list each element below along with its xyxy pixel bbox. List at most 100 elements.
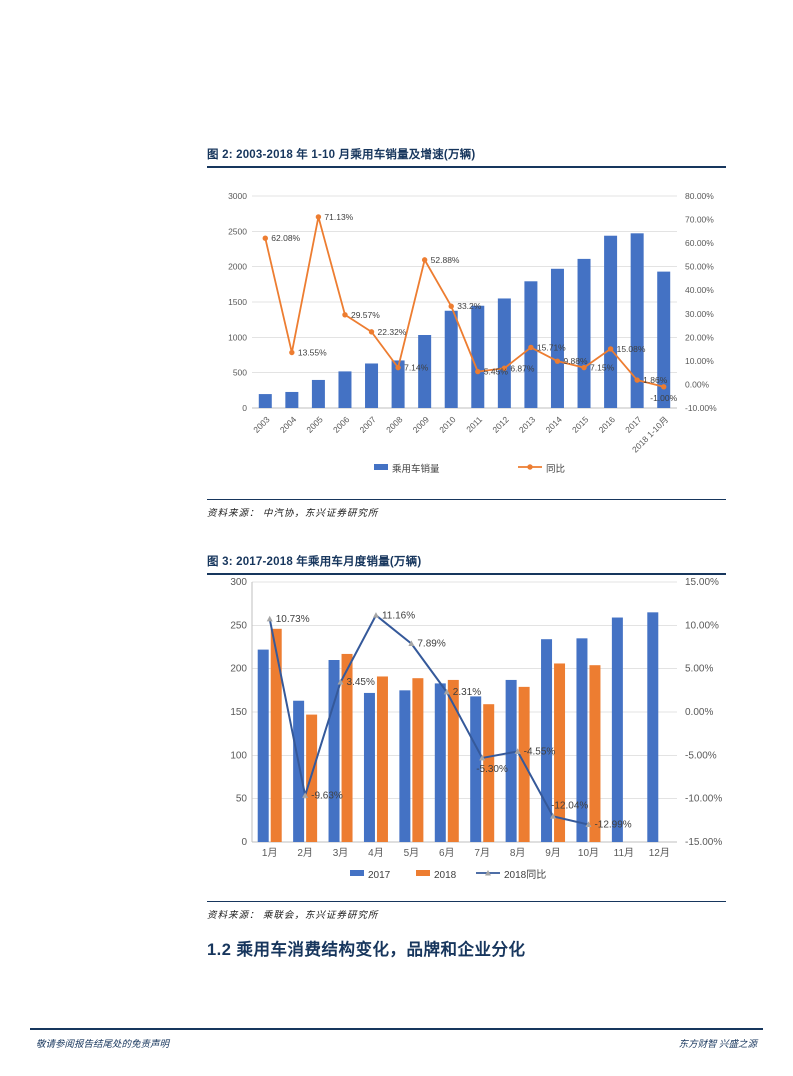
x-axis-tick: 2004: [278, 414, 299, 435]
x-axis-tick: 2008: [384, 414, 405, 435]
x-axis-tick: 2013: [517, 414, 538, 435]
bar-series-2017: [257, 612, 659, 842]
line-marker: [368, 329, 375, 335]
line-marker: [550, 813, 557, 819]
x-axis-tick: 2011: [464, 414, 484, 434]
data-label: 11.16%: [382, 610, 415, 621]
legend-label: 2018同比: [504, 869, 546, 881]
left-axis-tick: 500: [233, 368, 247, 378]
data-label: 15.08%: [617, 344, 646, 354]
line-marker: [479, 754, 486, 761]
data-label: 10.73%: [276, 614, 310, 625]
line-marker: [634, 377, 640, 383]
right-axis: 15.00% 10.00% 5.00% 0.00% -5.00% -10.00% -15.0…: [685, 577, 722, 848]
line-marker: [585, 821, 592, 827]
right-axis-tick: -10.00%: [685, 794, 722, 805]
bar: [444, 310, 458, 408]
line-marker: [315, 214, 322, 220]
line-marker: [475, 368, 481, 375]
data-label: 29.57%: [351, 310, 380, 320]
x-axis-tick: 10月: [578, 847, 599, 859]
data-label: 7.89%: [417, 639, 445, 650]
bar: [258, 394, 272, 408]
data-label: 2.31%: [453, 687, 481, 698]
bar: [306, 714, 318, 842]
right-axis-tick: 40.00%: [685, 285, 714, 295]
x-axis-tick: 2010: [437, 414, 458, 435]
bar: [630, 233, 644, 408]
bar: [363, 692, 375, 842]
left-axis-tick: 2000: [228, 262, 247, 272]
bar: [257, 649, 269, 842]
x-axis-tick: 2016: [597, 414, 618, 435]
right-axis-tick: 50.00%: [685, 262, 714, 272]
bar: [577, 258, 591, 408]
data-label: 9.88%: [563, 356, 588, 366]
left-axis-tick: 200: [230, 664, 247, 675]
left-axis-tick: 250: [230, 620, 247, 631]
bar: [505, 679, 517, 842]
line-marker: [302, 792, 309, 798]
bar: [497, 298, 511, 408]
x-axis-tick: 2009: [411, 414, 432, 435]
gridlines: 300 250 200 150 100 50 0: [230, 577, 677, 848]
data-label: -4.55%: [524, 746, 556, 757]
bar: [399, 690, 411, 842]
legend-label: 同比: [546, 463, 565, 475]
x-axis-tick: 2005: [304, 414, 325, 435]
right-axis-tick: 0.00%: [685, 379, 710, 389]
x-axis-tick: 11月: [614, 847, 634, 859]
x-axis-tick: 2014: [543, 414, 564, 435]
line-marker: [607, 346, 614, 352]
left-axis-tick: 150: [230, 707, 247, 718]
x-axis-tick: 8月: [510, 847, 526, 859]
right-axis-tick: 15.00%: [685, 577, 719, 588]
bar: [418, 335, 432, 408]
bar: [541, 639, 553, 842]
x-axis-labels: 1月 2月 3月 4月 5月 6月 7月 8月 9月 10月 11月 12月: [262, 847, 670, 859]
data-label: 15.71%: [537, 342, 566, 352]
figure2-chart: 3000 2500 2000 1500 1000 500 0 80.00% 70.00% 60.0…: [228, 191, 717, 475]
x-axis-tick: 7月: [474, 847, 490, 859]
left-axis-tick: 100: [230, 750, 247, 761]
data-label: -5.30%: [476, 764, 508, 775]
legend: 乘用车销量 同比: [374, 463, 565, 475]
legend-swatch-bar: [374, 464, 388, 470]
right-axis-tick: -5.00%: [685, 750, 717, 761]
right-axis-tick: 60.00%: [685, 238, 714, 248]
right-axis-tick: -10.00%: [685, 403, 717, 413]
bar: [611, 617, 623, 842]
bar: [285, 391, 299, 408]
data-label: 1.86%: [643, 375, 668, 385]
bar: [447, 679, 459, 842]
line-marker: [528, 344, 534, 351]
bar: [311, 379, 325, 408]
right-axis-tick: 70.00%: [685, 215, 714, 225]
line-marker: [554, 358, 561, 364]
bar-series-乘用车销量: [258, 233, 671, 408]
left-axis-tick: 0: [241, 837, 247, 848]
line-marker: [395, 364, 401, 371]
data-label: -12.99%: [594, 820, 631, 831]
bar: [657, 271, 671, 408]
legend-label: 2017: [368, 870, 391, 881]
bar: [341, 653, 353, 842]
data-label: -9.63%: [311, 790, 343, 801]
line-marker: [372, 612, 379, 618]
figure3-chart: 300 250 200 150 100 50 0 15.00% 10.00% 5.00% 0.00%…: [230, 577, 722, 881]
bar: [376, 676, 388, 842]
data-label: 33.2%: [457, 301, 482, 311]
left-axis-tick: 0: [242, 403, 247, 413]
bar: [365, 363, 379, 408]
data-label: 13.55%: [298, 348, 327, 358]
x-axis-tick: 2月: [297, 847, 313, 859]
legend-label: 乘用车销量: [392, 463, 440, 475]
page-footer: 敬请参阅报告结尾处的免责声明 东方财智 兴盛之源: [30, 1028, 763, 1050]
data-label: 6.87%: [510, 363, 535, 373]
bar: [554, 663, 566, 842]
right-axis-tick: 30.00%: [685, 309, 714, 319]
right-axis-tick: 10.00%: [685, 620, 719, 631]
left-axis-tick: 2500: [228, 226, 247, 236]
figure2-title: 图 2: 2003-2018 年 1-10 月乘用车销量及增速(万辆): [207, 146, 726, 168]
data-label: 52.88%: [431, 255, 460, 265]
